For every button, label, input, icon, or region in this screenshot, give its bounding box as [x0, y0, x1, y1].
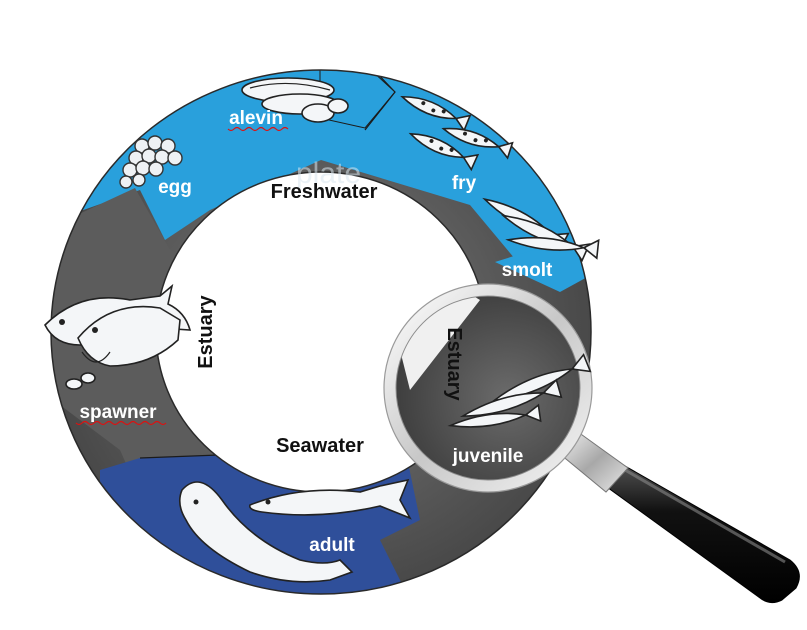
juvenile-illustration: [447, 353, 592, 428]
adult-illustration: [178, 478, 412, 583]
watermark-text: plate: [296, 157, 361, 190]
magnifier-rim: [384, 284, 592, 492]
spawner-illustration: [44, 283, 192, 390]
smolt-illustration: [482, 197, 600, 263]
smolt-notch: [495, 240, 591, 292]
stage-label-alevin: alevin: [229, 108, 283, 129]
zone-label-estuary-left: Estuary: [195, 294, 217, 368]
magnifier: [383, 283, 800, 604]
magnifier-handle: [599, 461, 800, 604]
stage-label-smolt: smolt: [502, 260, 553, 281]
stage-label-egg: egg: [158, 177, 192, 198]
stage-label-juvenile: juvenile: [452, 446, 524, 467]
stage-label-fry: fry: [452, 173, 477, 194]
egg-illustration: [119, 135, 183, 189]
stage-label-adult: adult: [309, 535, 355, 556]
stage-label-spawner: spawner: [79, 402, 157, 423]
zone-label-estuary-lens: Estuary: [443, 327, 465, 401]
zone-label-seawater: Seawater: [276, 435, 364, 457]
zone-label-freshwater: Freshwater: [271, 181, 378, 203]
fry-illustration: [400, 95, 514, 172]
alevin-illustration: [241, 77, 349, 123]
